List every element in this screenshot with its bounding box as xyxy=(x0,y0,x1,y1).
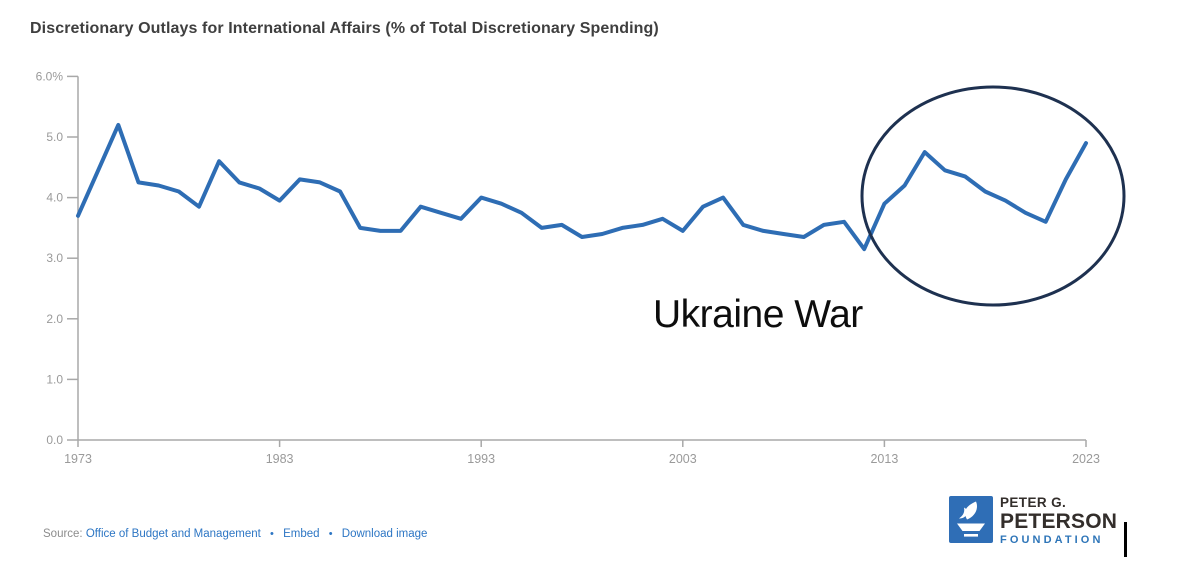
logo-line-peter-g: PETER G. xyxy=(1000,495,1067,510)
bullet-separator: • xyxy=(328,528,333,540)
x-tick-label: 1983 xyxy=(266,452,294,466)
x-tick-label: 1973 xyxy=(64,452,92,466)
x-tick-label: 2023 xyxy=(1072,452,1100,466)
source-link[interactable]: Office of Budget and Management xyxy=(85,528,261,540)
logo-text: PETER G. PETERSON FOUNDATION xyxy=(1000,496,1117,546)
y-tick-label: 1.0 xyxy=(46,372,63,386)
source-prefix: Source: xyxy=(43,528,83,540)
peterson-foundation-logo[interactable]: PETER G. PETERSON FOUNDATION xyxy=(949,496,1117,546)
x-tick-label: 2013 xyxy=(870,452,898,466)
text-cursor xyxy=(1124,522,1127,557)
ukraine-war-annotation: Ukraine War xyxy=(653,293,863,336)
y-tick-label: 3.0 xyxy=(46,251,63,265)
ellipse-annotation xyxy=(860,85,1126,307)
x-tick-label: 2003 xyxy=(669,452,697,466)
y-tick-label: 6.0% xyxy=(36,69,64,83)
y-tick-label: 4.0 xyxy=(46,191,63,205)
y-tick-label: 2.0 xyxy=(46,312,63,326)
bullet-separator: • xyxy=(270,528,274,540)
source-bar: Source: Office of Budget and Management … xyxy=(43,528,427,540)
data-line xyxy=(76,122,1088,252)
torch-icon xyxy=(949,496,993,543)
y-tick-label: 0.0 xyxy=(46,433,63,447)
logo-line-peterson: PETERSON xyxy=(1000,509,1118,533)
y-tick-label: 5.0 xyxy=(46,130,63,144)
download-image-link[interactable]: Download image xyxy=(341,528,428,540)
embed-link[interactable]: Embed xyxy=(283,528,320,540)
chart-title: Discretionary Outlays for International … xyxy=(30,20,659,37)
logo-line-foundation: FOUNDATION xyxy=(1000,533,1104,546)
x-tick-label: 1993 xyxy=(467,452,495,466)
